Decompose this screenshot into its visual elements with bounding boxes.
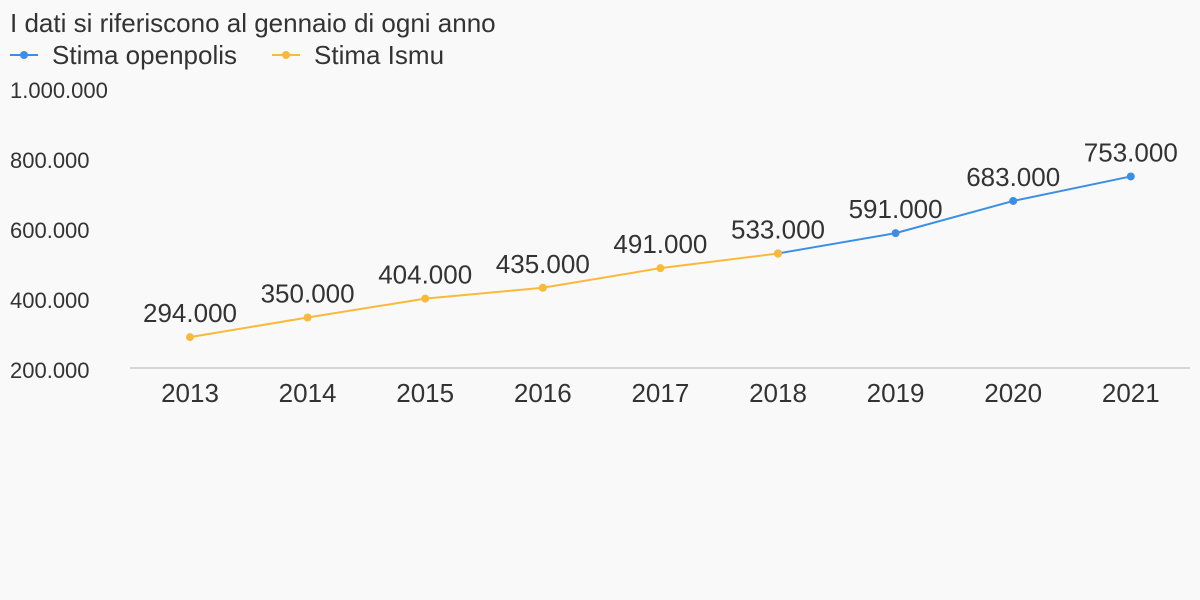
data-point [656, 264, 665, 273]
x-tick-label: 2019 [867, 378, 925, 408]
x-tick-label: 2017 [631, 378, 689, 408]
x-axis: 2013 2014 2015 2016 2017 2018 2019 2020 2021 [161, 378, 1160, 408]
data-label: 491.000 [613, 229, 707, 259]
data-label: 533.000 [731, 214, 825, 244]
legend-swatch-marker [20, 51, 28, 59]
legend: Stima openpolis Stima Ismu [10, 40, 444, 70]
series-line [189, 252, 779, 339]
data-point [186, 333, 194, 342]
x-tick-label: 2015 [396, 378, 454, 408]
data-points [186, 172, 1135, 342]
data-label: 404.000 [378, 260, 472, 290]
data-point [1009, 196, 1018, 205]
y-tick-label: 400.000 [10, 288, 90, 313]
x-tick-label: 2018 [749, 378, 807, 408]
data-label: 683.000 [966, 162, 1060, 192]
data-label: 753.000 [1084, 137, 1178, 167]
y-axis: 1.000.000 800.000 600.000 400.000 200.000 [10, 78, 108, 383]
data-point [1126, 172, 1135, 181]
data-labels: 294.000 350.000 404.000 435.000 491.000 533.0… [143, 137, 1178, 328]
legend-label: Stima openpolis [52, 40, 237, 70]
y-tick-label: 1.000.000 [10, 78, 108, 103]
x-tick-label: 2013 [161, 378, 219, 408]
chart-subtitle: I dati si riferiscono al gennaio di ogni… [10, 8, 496, 38]
legend-swatch-marker [282, 51, 290, 59]
x-tick-label: 2014 [279, 378, 337, 408]
data-point [538, 283, 547, 292]
y-tick-label: 800.000 [10, 148, 90, 173]
y-tick-label: 200.000 [10, 358, 90, 383]
data-label: 591.000 [849, 194, 943, 224]
data-point [421, 294, 430, 303]
x-tick-label: 2021 [1102, 378, 1160, 408]
data-label: 435.000 [496, 249, 590, 279]
x-tick-label: 2020 [984, 378, 1042, 408]
data-point [891, 229, 900, 238]
y-tick-label: 600.000 [10, 218, 90, 243]
series-line [777, 175, 1132, 255]
x-tick-label: 2016 [514, 378, 572, 408]
legend-label: Stima Ismu [314, 40, 444, 70]
data-point [774, 249, 782, 258]
data-label: 294.000 [143, 298, 237, 328]
data-label: 350.000 [261, 279, 355, 309]
series-lines [189, 175, 1132, 339]
data-point [303, 313, 312, 322]
